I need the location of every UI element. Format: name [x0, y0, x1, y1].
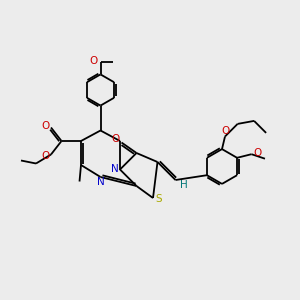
Text: O: O: [253, 148, 262, 158]
Text: H: H: [180, 180, 188, 190]
Text: O: O: [221, 126, 229, 136]
Text: O: O: [90, 56, 98, 66]
Text: S: S: [156, 194, 162, 205]
Text: N: N: [97, 177, 104, 187]
Text: N: N: [111, 164, 119, 175]
Text: O: O: [41, 121, 49, 131]
Text: O: O: [41, 151, 49, 161]
Text: O: O: [111, 134, 120, 145]
